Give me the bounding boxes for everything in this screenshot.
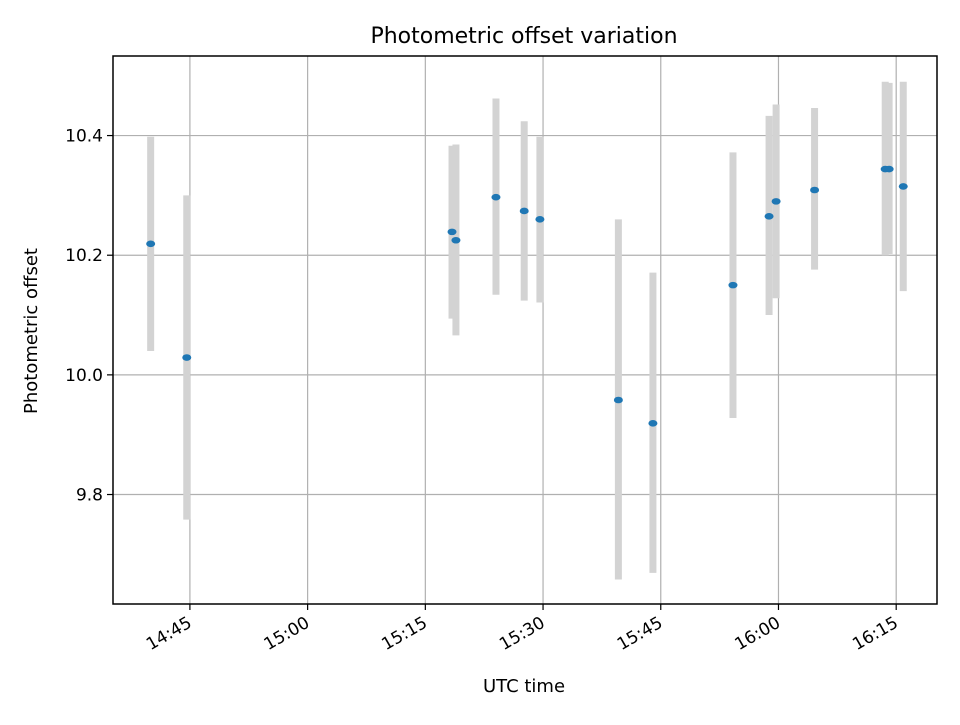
data-point [451, 236, 461, 244]
data-point [771, 198, 781, 205]
y-tick-label: 10.4 [65, 127, 103, 147]
data-point [535, 216, 545, 223]
data-point [447, 228, 457, 236]
data-point [182, 354, 192, 361]
x-axis-label: UTC time [483, 676, 565, 697]
y-axis-label: Photometric offset [21, 248, 42, 414]
data-point [519, 207, 529, 215]
plot-frame [112, 55, 938, 605]
data-point [728, 281, 738, 289]
data-point [146, 240, 156, 248]
data-points [146, 165, 908, 427]
y-tick-label: 10.0 [65, 366, 103, 386]
y-tick-label: 9.8 [76, 486, 103, 506]
chart-title: Photometric offset variation [370, 24, 677, 49]
data-point [764, 213, 774, 220]
data-point [810, 186, 820, 194]
data-point [884, 165, 894, 173]
data-point [898, 183, 908, 190]
data-point [491, 193, 501, 201]
data-point [613, 396, 623, 404]
data-point [648, 420, 658, 427]
y-tick-label: 10.2 [65, 246, 103, 266]
